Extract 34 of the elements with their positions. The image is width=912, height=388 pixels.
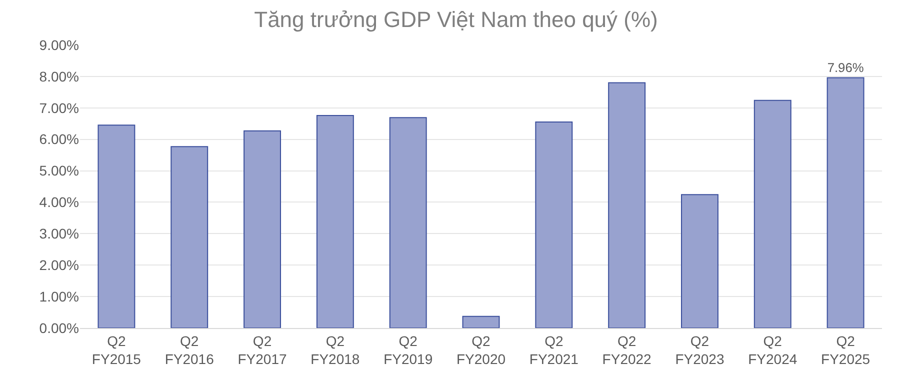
y-tick-label: 0.00%	[39, 320, 79, 336]
y-tick-label: 2.00%	[39, 257, 79, 274]
bar	[462, 316, 500, 328]
bar	[244, 130, 281, 328]
x-tick-label: Q2 FY2024	[748, 332, 798, 367]
x-tick-label: Q2 FY2023	[675, 332, 724, 367]
bar	[98, 124, 136, 328]
y-tick-label: 5.00%	[39, 162, 79, 179]
x-tick-label: Q2 FY2016	[164, 332, 214, 367]
y-tick-label: 8.00%	[39, 68, 79, 84]
y-tick-label: 1.00%	[39, 288, 79, 304]
x-tick-label: Q2 FY2020	[456, 332, 506, 367]
x-tick-label: Q2 FY2019	[384, 332, 433, 367]
data-label: 7.96%	[827, 60, 864, 75]
x-tick-label: Q2 FY2022	[602, 332, 652, 367]
y-tick-label: 9.00%	[39, 36, 79, 53]
x-tick-label: Q2 FY2018	[310, 332, 360, 367]
bar	[316, 114, 354, 328]
bar	[170, 146, 208, 328]
y-tick-label: 4.00%	[39, 194, 79, 210]
x-tick-label: Q2 FY2025	[821, 332, 870, 367]
bar	[754, 100, 792, 328]
bar	[826, 77, 864, 328]
bar	[535, 122, 573, 328]
y-tick-label: 6.00%	[39, 131, 79, 148]
y-tick-label: 3.00%	[39, 226, 79, 242]
bar	[681, 194, 718, 328]
x-tick-label: Q2 FY2021	[529, 332, 579, 367]
x-tick-label: Q2 FY2017	[238, 332, 287, 367]
bar	[608, 82, 646, 328]
chart-title: Tăng trưởng GDP Việt Nam theo quý (%)	[254, 7, 658, 32]
bar	[389, 117, 427, 328]
y-tick-label: 7.00%	[39, 100, 79, 116]
x-tick-label: Q2 FY2015	[92, 332, 142, 367]
